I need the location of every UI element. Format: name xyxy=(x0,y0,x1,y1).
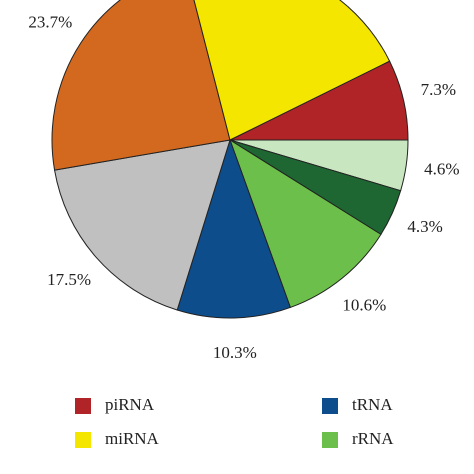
legend-swatch xyxy=(75,432,91,448)
data-labels: 7.3% 4.6% 4.3% 10.6% 10.3% 17.5% 23.7% xyxy=(28,13,459,362)
data-label: 23.7% xyxy=(28,13,72,32)
data-label: 4.3% xyxy=(407,217,442,236)
legend-swatch xyxy=(322,398,338,414)
pie-slice xyxy=(193,0,391,141)
pie-slice xyxy=(53,139,231,311)
legend-swatch xyxy=(75,398,91,414)
data-label: 10.3% xyxy=(213,343,257,362)
data-label: 10.6% xyxy=(342,295,386,314)
data-label: 17.5% xyxy=(47,270,91,289)
data-label: 7.3% xyxy=(421,80,456,99)
pie-slice xyxy=(229,138,382,309)
legend-swatch xyxy=(322,432,338,448)
pie-slice xyxy=(176,138,291,319)
legend-label: piRNA xyxy=(105,395,155,414)
pie-slice xyxy=(51,0,231,171)
legend-label: rRNA xyxy=(352,429,394,448)
legend-label: tRNA xyxy=(352,395,393,414)
pie xyxy=(51,0,409,319)
legend: piRNA miRNA tRNA rRNA xyxy=(75,395,394,448)
legend-label: miRNA xyxy=(105,429,160,448)
data-label: 4.6% xyxy=(424,160,459,179)
